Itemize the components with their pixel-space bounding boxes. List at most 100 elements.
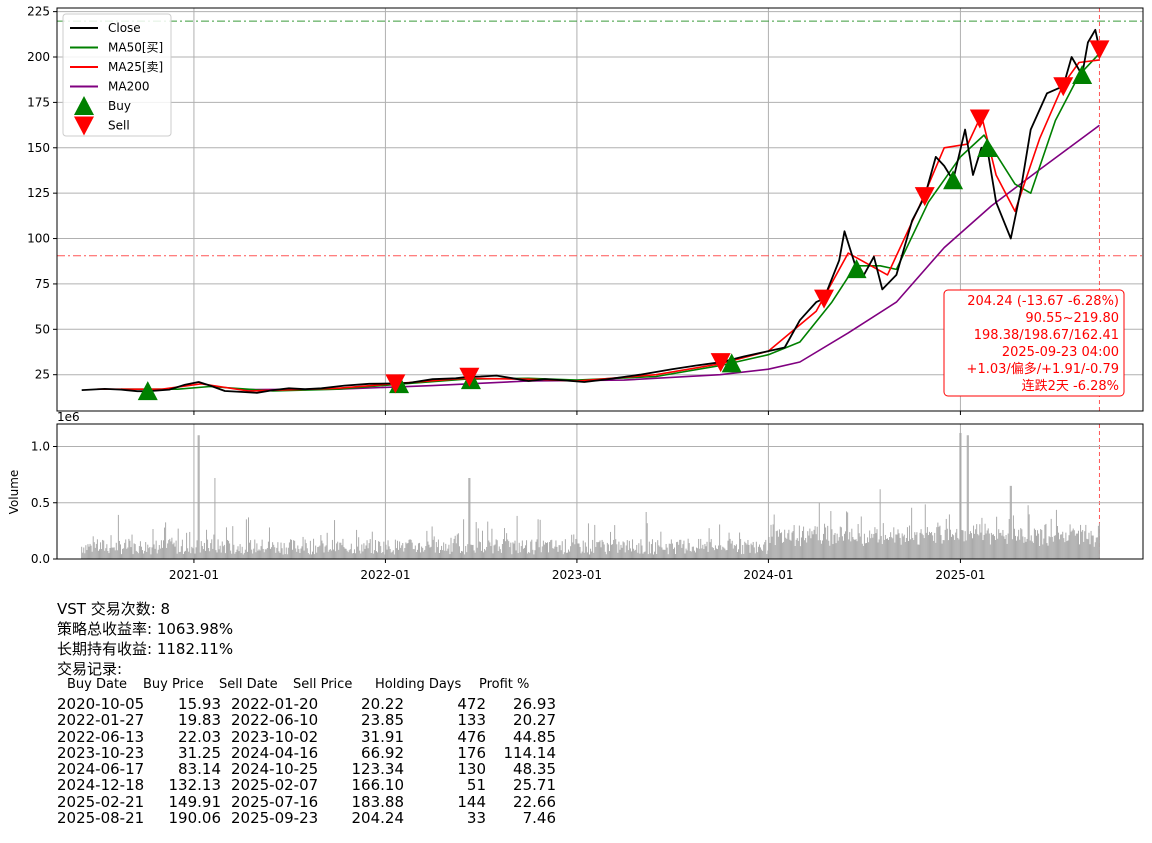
buy-date-cell: 2022-01-27 [57, 711, 145, 730]
sell-date-cell: 2025-07-16 [231, 792, 319, 811]
holding-days-cell: 51 [466, 776, 486, 795]
buy-price-cell: 83.14 [178, 760, 221, 779]
sell-price-cell: 183.88 [351, 792, 405, 811]
header-sell-price: Sell Price [293, 677, 353, 692]
legend-swatch-sell [74, 116, 94, 136]
legend-label: MA25[卖] [108, 60, 163, 74]
volume-x-tick-label: 2022-01 [360, 568, 410, 582]
profit-cell: 48.35 [513, 760, 556, 779]
sell-marker [710, 353, 731, 373]
sell-marker [1089, 40, 1110, 60]
legend-label: MA50[买] [108, 41, 163, 55]
holding-days-cell: 144 [457, 792, 486, 811]
sell-marker [814, 289, 835, 309]
buy-date-cell: 2024-06-17 [57, 760, 145, 779]
legend: Close MA50[买] MA25[卖] MA200 Buy Sell [62, 13, 172, 137]
price-y-tick-label: 175 [27, 95, 50, 109]
sell-price-cell: 204.24 [351, 809, 405, 828]
header-buy-date: Buy Date [67, 677, 128, 692]
price-y-tick-label: 150 [27, 141, 50, 155]
profit-cell: 26.93 [513, 695, 556, 713]
sell-date-cell: 2025-09-23 [231, 809, 319, 828]
legend-label: MA200 [108, 80, 149, 94]
buy-date-cell: 2025-02-21 [57, 792, 145, 811]
volume-y-tick-label: 0.5 [31, 496, 50, 510]
annotation-line: 204.24 (-13.67 -6.28%) [967, 294, 1119, 309]
legend-label: Sell [108, 119, 130, 133]
buy-date-cell: 2023-10-23 [57, 743, 145, 762]
buy-date-cell: 2024-12-18 [57, 776, 145, 795]
volume-y-tick-label: 1.0 [31, 440, 50, 454]
stock-chart: 25 50 75 100 125 150 175 200 225 Close MA50[买] MA2… [7, 5, 1144, 582]
price-x-ticks [193, 411, 961, 415]
hold-return: 长期持有收益: 1182.11% [57, 640, 234, 658]
legend-swatch-buy [74, 96, 94, 115]
price-y-tick-label: 225 [27, 5, 50, 19]
annotation-line: 2025-09-23 04:00 [1002, 345, 1119, 360]
legend-label: Close [108, 21, 141, 35]
sell-marker [459, 367, 480, 387]
signal-markers [137, 40, 1110, 401]
holding-days-cell: 130 [457, 760, 486, 779]
price-y-tick-label: 100 [27, 232, 50, 246]
strategy-summary: VST 交易次数: 8 策略总收益率: 1063.98% 长期持有收益: 118… [57, 599, 233, 679]
annotation-line: 连跌2天 -6.28% [1022, 378, 1119, 394]
volume-x-tick-label: 2024-01 [743, 568, 793, 582]
header-buy-price: Buy Price [143, 677, 204, 692]
buy-date-cell: 2020-10-05 [57, 695, 145, 713]
buy-date-cell: 2022-06-13 [57, 727, 145, 746]
legend-box [62, 13, 172, 137]
profit-cell: 44.85 [513, 727, 556, 746]
profit-cell: 114.14 [503, 743, 557, 762]
profit-cell: 22.66 [513, 792, 556, 811]
header-holding-days: Holding Days [375, 677, 462, 692]
buy-price-cell: 149.91 [168, 792, 222, 811]
header-sell-date: Sell Date [219, 677, 278, 692]
price-annotation: 204.24 (-13.67 -6.28%) 90.55~219.80 198.38… [943, 289, 1125, 397]
sell-price-cell: 166.10 [351, 776, 405, 795]
buy-price-cell: 31.25 [178, 743, 221, 762]
volume-x-tick-label: 2021-01 [169, 568, 219, 582]
price-y-tick-label: 125 [27, 186, 50, 200]
series-line-MA25[卖] [97, 59, 1100, 392]
price-axes-frame [56, 7, 1144, 412]
sell-marker [1053, 77, 1074, 97]
sell-price-cell: 31.91 [361, 727, 404, 746]
volume-bars [81, 433, 1100, 559]
sell-date-cell: 2022-01-20 [231, 695, 319, 713]
price-y-tick-label: 75 [35, 277, 50, 291]
sell-marker [914, 187, 935, 207]
profit-cell: 20.27 [513, 711, 556, 730]
sell-price-cell: 20.22 [361, 695, 404, 713]
trade-count: VST 交易次数: 8 [57, 600, 171, 618]
annotation-box [943, 289, 1125, 397]
buy-price-cell: 19.83 [178, 711, 221, 730]
records-title: 交易记录: [57, 660, 123, 678]
volume-x-ticks: 2021-01 2022-01 2023-01 2024-01 2025-01 [169, 559, 985, 582]
series-line-MA50[买] [121, 52, 1101, 392]
sell-date-cell: 2024-04-16 [231, 743, 319, 762]
sell-date-cell: 2023-10-02 [231, 727, 319, 746]
strategy-return: 策略总收益率: 1063.98% [57, 620, 234, 638]
volume-axes-frame [56, 423, 1144, 560]
price-y-tick-label: 200 [27, 50, 50, 64]
buy-date-cell: 2025-08-21 [57, 809, 145, 828]
price-y-tick-label: 50 [35, 322, 50, 336]
series-line-MA200 [241, 124, 1100, 391]
volume-x-tick-label: 2023-01 [552, 568, 602, 582]
volume-scale-label: 1e6 [57, 410, 80, 424]
buy-marker [943, 170, 964, 190]
volume-y-tick-label: 0.0 [31, 552, 50, 566]
price-y-ticks: 25 50 75 100 125 150 175 200 225 [27, 5, 57, 382]
sell-price-cell: 23.85 [361, 711, 404, 730]
profit-cell: 7.46 [522, 809, 556, 828]
buy-price-cell: 15.93 [178, 695, 221, 713]
holding-days-cell: 176 [457, 743, 486, 762]
legend-label: Buy [108, 99, 131, 113]
buy-price-cell: 190.06 [168, 809, 222, 828]
volume-x-tick-label: 2025-01 [935, 568, 985, 582]
volume-axis-label: Volume [7, 470, 21, 515]
holding-days-cell: 472 [457, 695, 486, 713]
sell-marker [969, 109, 990, 129]
reference-lines [57, 8, 1143, 411]
